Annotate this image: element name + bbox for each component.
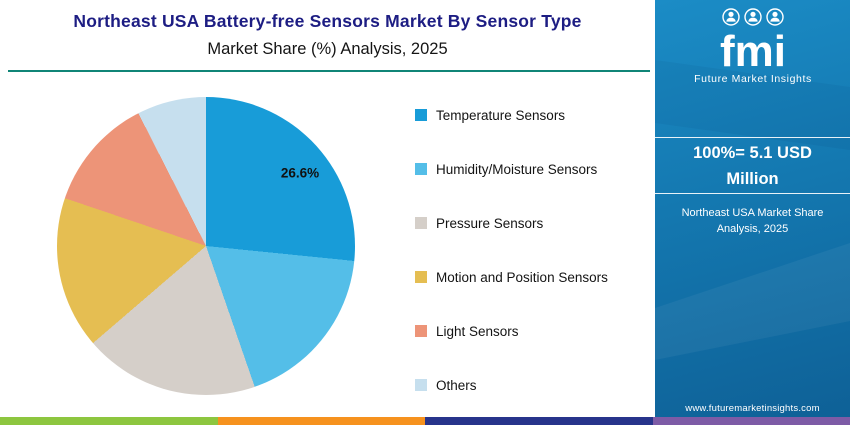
legend-item: Others [415, 374, 608, 396]
legend-swatch [415, 163, 427, 175]
logo-subtext: Future Market Insights [694, 73, 812, 85]
people-icon-figures [725, 11, 780, 22]
legend-label: Humidity/Moisture Sensors [436, 161, 598, 177]
legend-item: Temperature Sensors [415, 104, 608, 126]
header-divider [8, 70, 650, 72]
caption-line2: Analysis, 2025 [716, 222, 789, 235]
caption-line1: Northeast USA Market Share [681, 207, 824, 219]
accent-stripe-orange [218, 417, 425, 425]
legend-label: Temperature Sensors [436, 107, 566, 123]
legend-item: Pressure Sensors [415, 212, 608, 234]
legend-label: Pressure Sensors [436, 215, 544, 231]
legend-swatch [415, 325, 427, 337]
pie-chart [57, 97, 355, 395]
people-icon [721, 8, 784, 26]
pie-slice-label: 26.6% [280, 165, 320, 181]
legend-swatch [415, 217, 427, 229]
website-link[interactable]: www.futuremarketinsights.com [685, 403, 820, 414]
legend-swatch [415, 109, 427, 121]
stat-line1: 100%= 5.1 USD [693, 144, 812, 162]
sidebar-caption: Northeast USA Market Share Analysis, 202… [655, 206, 850, 238]
legend-item: Light Sensors [415, 320, 608, 342]
legend-item: Motion and Position Sensors [415, 266, 608, 288]
legend-swatch [415, 271, 427, 283]
sidebar-decoration [655, 243, 850, 360]
legend-label: Others [436, 377, 477, 393]
header: Northeast USA Battery-free Sensors Marke… [0, 0, 655, 59]
page-title: Northeast USA Battery-free Sensors Marke… [73, 11, 582, 31]
sidebar: fmi Future Market Insights 100%= 5.1 USD… [655, 0, 850, 425]
fmi-logo-graphic: fmi Future Market Insights [694, 8, 812, 85]
legend-label: Light Sensors [436, 323, 519, 339]
page-subtitle: Market Share (%) Analysis, 2025 [207, 40, 448, 58]
legend-label: Motion and Position Sensors [436, 269, 608, 285]
fmi-logo: fmi Future Market Insights [655, 6, 850, 107]
legend-item: Humidity/Moisture Sensors [415, 158, 608, 180]
stat-line2: Million [726, 169, 779, 188]
bottom-accent-bar [0, 417, 850, 425]
accent-stripe-green [0, 417, 218, 425]
accent-stripe-navy [425, 417, 653, 425]
accent-stripe-purple [653, 417, 850, 425]
legend-swatch [415, 379, 427, 391]
chart-legend: Temperature Sensors Humidity/Moisture Se… [415, 104, 608, 425]
sidebar-divider [655, 137, 850, 138]
market-value-stat: 100%= 5.1 USD Million [655, 141, 850, 192]
sidebar-divider [655, 193, 850, 194]
logo-text: fmi [720, 27, 786, 76]
